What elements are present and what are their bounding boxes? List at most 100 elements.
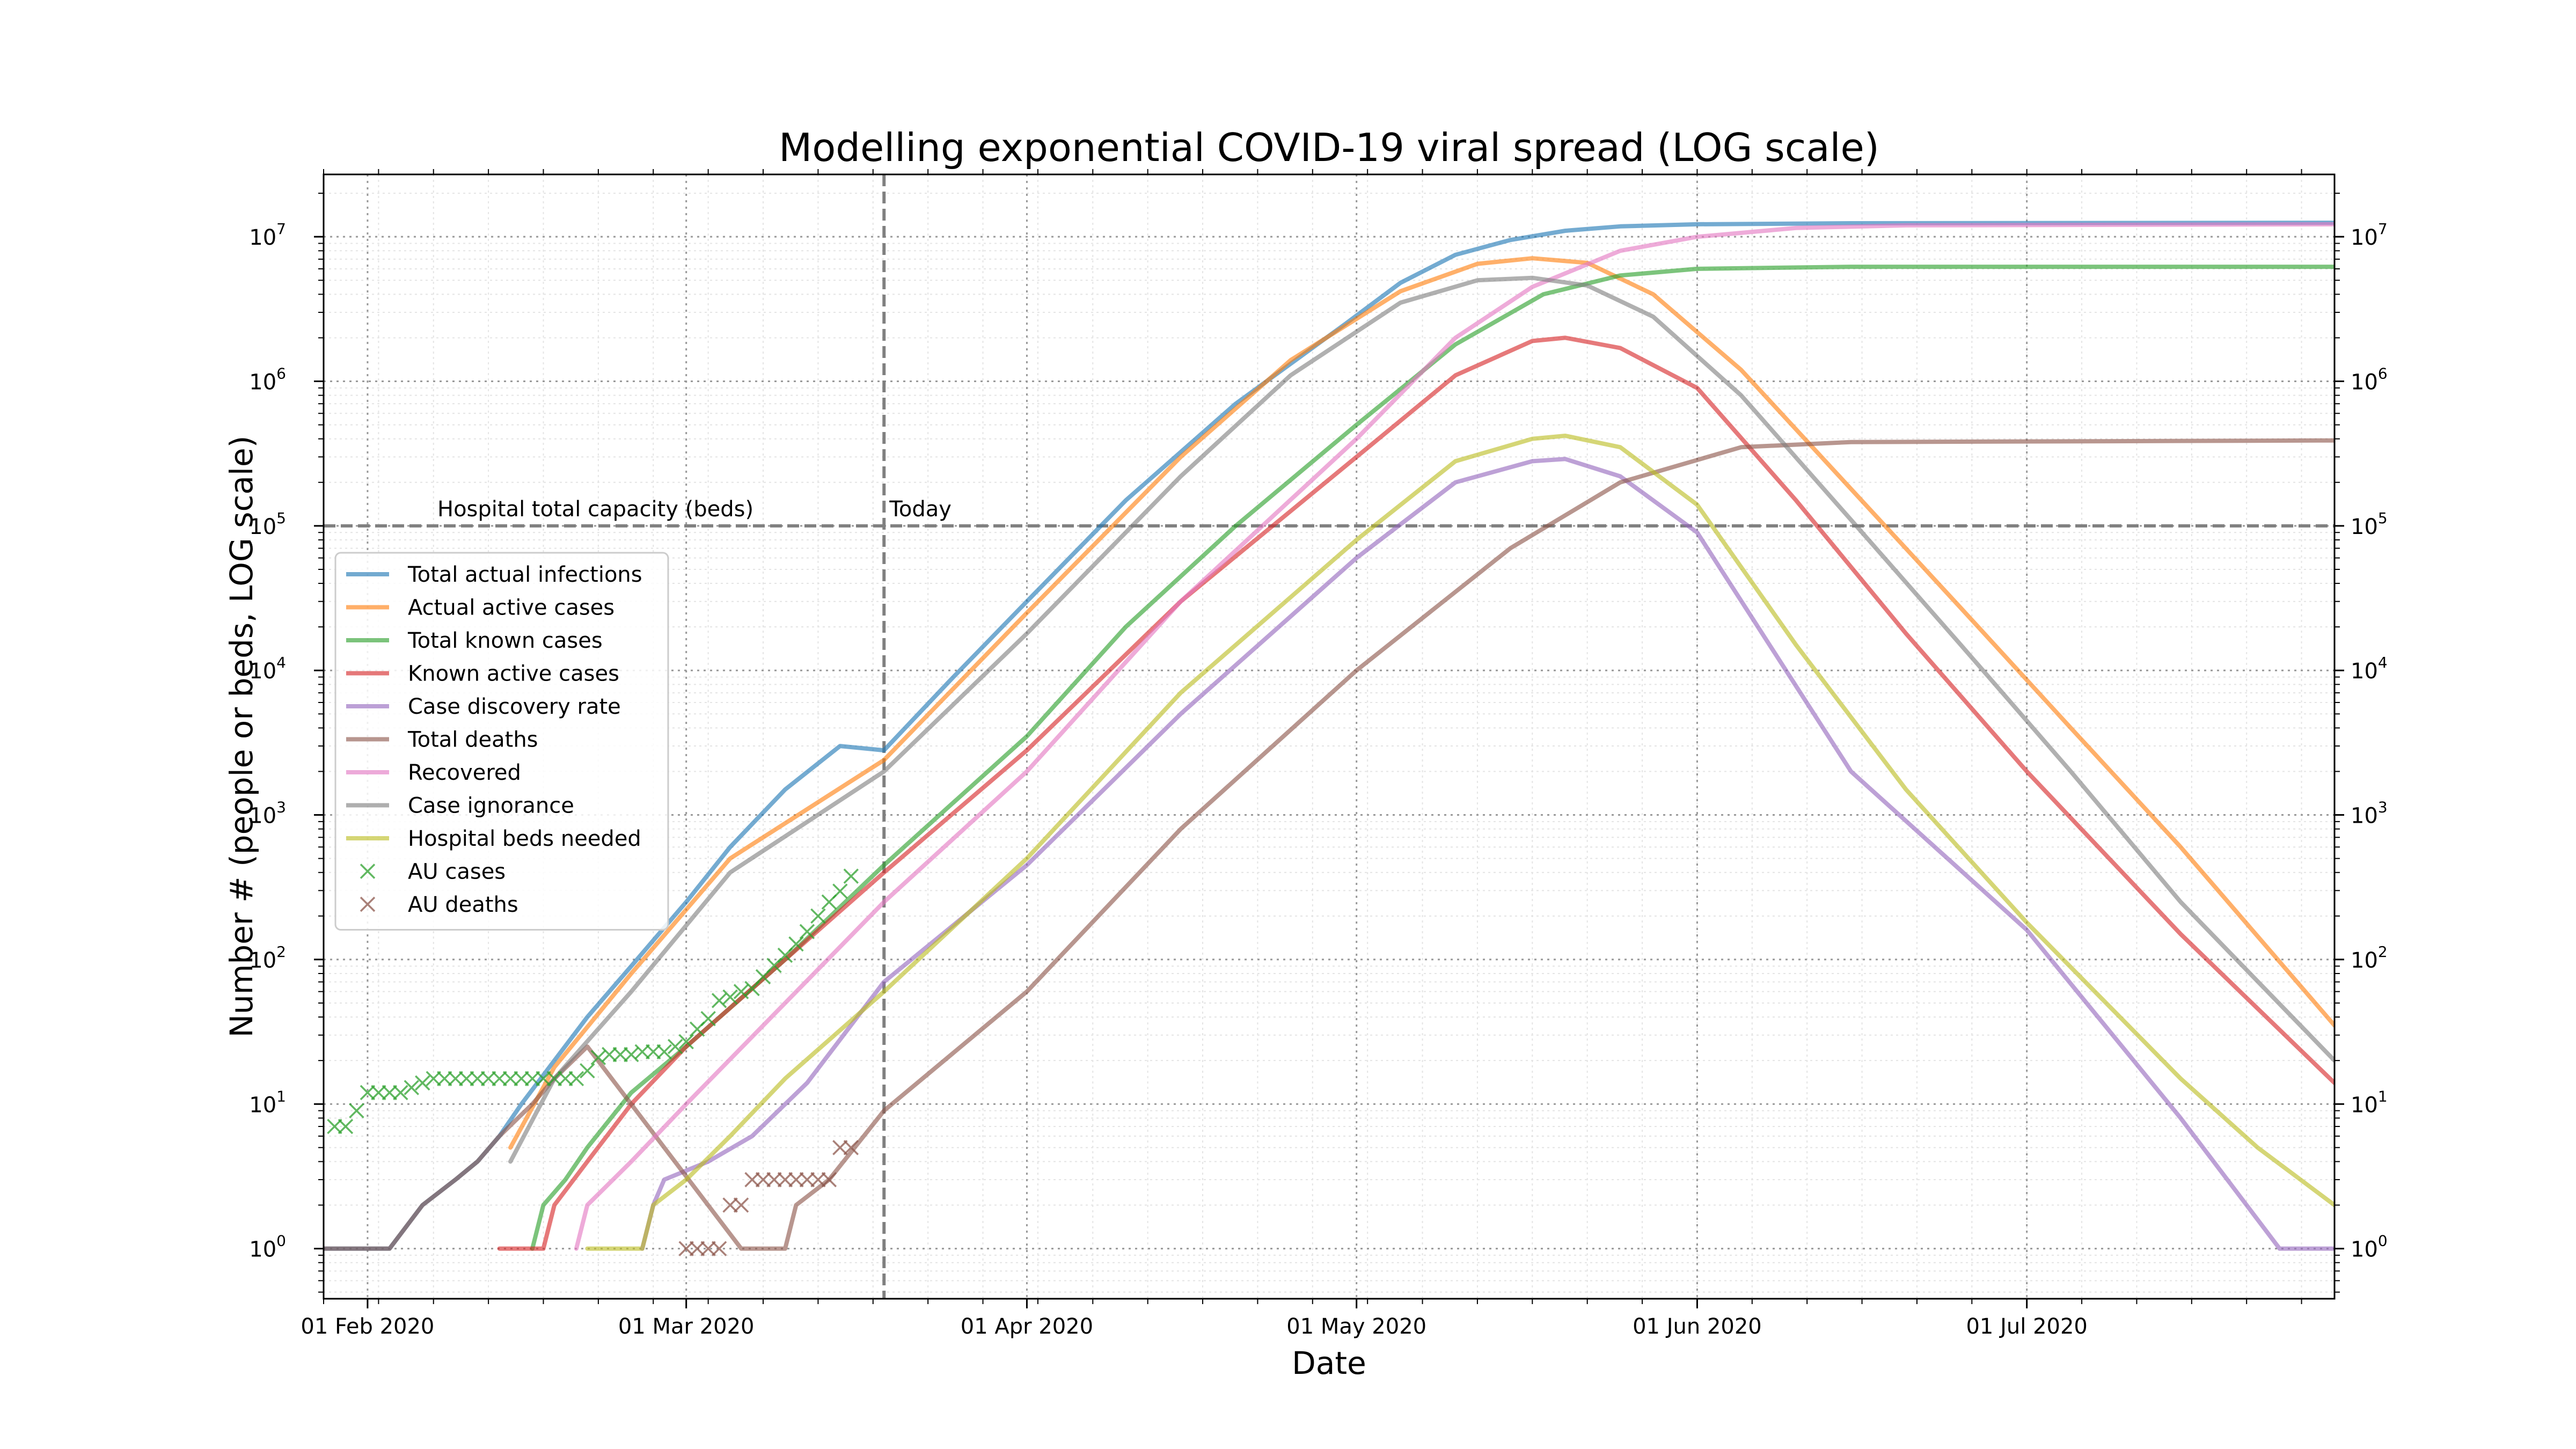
data-point-au-cases — [371, 1085, 386, 1101]
data-point-au-deaths — [832, 1140, 848, 1155]
data-point-au-deaths — [755, 1172, 771, 1188]
y-tick-label-right: 102 — [2351, 943, 2388, 973]
y-tick-label-right: 103 — [2351, 799, 2388, 829]
series-line-total-known-cases — [530, 265, 2334, 1251]
data-point-au-deaths — [678, 1241, 694, 1256]
legend-label-case-ignorance: Case ignorance — [408, 794, 574, 818]
legend-marker-au-cases — [360, 863, 376, 879]
plot-area: Hospital total capacity (beds) Today 01 F… — [249, 169, 2388, 1339]
minor-grid — [323, 174, 2334, 1299]
data-point-au-cases — [524, 1071, 540, 1087]
x-tick-label: 01 Jul 2020 — [1966, 1314, 2087, 1339]
data-point-au-cases — [733, 984, 749, 999]
data-point-au-cases — [327, 1118, 342, 1135]
series-line-total-deaths — [324, 438, 2334, 1251]
series-layer — [324, 221, 2334, 1256]
legend-marker-au-deaths — [360, 896, 376, 912]
data-point-au-cases — [404, 1080, 420, 1095]
series-line-case-ignorance — [508, 275, 2334, 1164]
data-point-au-cases — [536, 1071, 551, 1087]
data-point-au-cases — [810, 908, 826, 924]
y-tick-label-right: 107 — [2351, 220, 2388, 250]
data-point-au-cases — [843, 868, 859, 884]
data-point-au-cases — [360, 1085, 376, 1101]
legend-label-hospital-beds-needed: Hospital beds needed — [408, 826, 641, 851]
y-tick-label-left: 101 — [249, 1087, 286, 1117]
legend-label-total-actual-infections: Total actual infections — [407, 562, 642, 587]
data-point-au-deaths — [711, 1241, 727, 1256]
data-point-au-cases — [558, 1071, 573, 1087]
y-tick-label-left: 102 — [249, 943, 286, 973]
x-axis-label: Date — [1292, 1345, 1366, 1381]
data-point-au-cases — [799, 924, 815, 940]
legend-label-actual-active-cases: Actual active cases — [408, 596, 614, 620]
x-tick-label: 01 Mar 2020 — [618, 1314, 755, 1339]
series-au-cases — [327, 868, 859, 1135]
data-point-au-cases — [634, 1044, 650, 1060]
x-tick-label: 01 Jun 2020 — [1633, 1314, 1762, 1339]
x-tick-label: 01 Feb 2020 — [301, 1314, 434, 1339]
y-tick-label-right: 101 — [2351, 1087, 2388, 1117]
legend-label-au-cases: AU cases — [408, 860, 506, 884]
data-point-au-cases — [656, 1044, 672, 1060]
data-point-au-cases — [426, 1071, 441, 1087]
legend-label-total-deaths: Total deaths — [407, 728, 538, 752]
today-label: Today — [889, 497, 952, 522]
series-line-recovered — [574, 222, 2334, 1251]
axes-frame — [323, 173, 2336, 1300]
data-point-au-cases — [502, 1071, 518, 1087]
y-tick-label-left: 106 — [249, 365, 286, 395]
data-point-au-deaths — [777, 1172, 793, 1188]
series-au-deaths — [678, 1140, 859, 1256]
data-point-au-cases — [700, 1011, 716, 1027]
y-tick-label-left: 100 — [249, 1232, 286, 1262]
series-line-hospital-beds-needed — [585, 434, 2334, 1251]
data-point-au-cases — [382, 1085, 398, 1101]
data-point-au-deaths — [733, 1197, 749, 1213]
data-point-au-deaths — [843, 1140, 859, 1155]
data-point-au-deaths — [700, 1241, 716, 1256]
data-point-au-cases — [514, 1071, 529, 1087]
y-tick-label-right: 106 — [2351, 365, 2388, 395]
y-tick-label-right: 104 — [2351, 654, 2388, 684]
y-tick-label-right: 100 — [2351, 1232, 2388, 1262]
data-point-au-cases — [492, 1071, 507, 1087]
plot-border — [323, 173, 2336, 1300]
data-point-au-cases — [393, 1085, 408, 1101]
chart-title: Modelling exponential COVID-19 viral spr… — [779, 125, 1879, 170]
legend: Total actual infections Actual active cas… — [334, 552, 669, 931]
data-point-au-cases — [612, 1046, 628, 1063]
series-line-actual-active-cases — [508, 256, 2334, 1150]
data-point-au-cases — [646, 1044, 661, 1060]
data-point-au-deaths — [788, 1172, 804, 1188]
y-tick-label-left: 105 — [249, 509, 286, 539]
y-tick-label-left: 103 — [249, 799, 286, 829]
data-point-au-cases — [458, 1071, 474, 1087]
data-point-au-cases — [338, 1118, 354, 1135]
data-point-au-cases — [448, 1071, 463, 1087]
data-point-au-cases — [568, 1071, 584, 1087]
x-tick-label: 01 May 2020 — [1286, 1314, 1426, 1339]
data-point-au-cases — [667, 1038, 683, 1055]
data-point-au-deaths — [689, 1241, 705, 1256]
x-tick-label: 01 Apr 2020 — [961, 1314, 1093, 1339]
capacity-label: Hospital total capacity (beds) — [437, 497, 753, 522]
data-point-au-cases — [678, 1034, 694, 1050]
series-line-case-discovery-rate — [640, 457, 2334, 1251]
data-point-au-deaths — [744, 1172, 760, 1188]
legend-label-case-discovery-rate: Case discovery rate — [408, 694, 621, 719]
data-point-au-cases — [580, 1063, 595, 1079]
legend-label-known-active-cases: Known active cases — [408, 662, 619, 686]
legend-label-recovered: Recovered — [408, 760, 521, 785]
data-point-au-deaths — [722, 1197, 738, 1213]
legend-label-total-known-cases: Total known cases — [407, 628, 603, 653]
data-point-au-cases — [602, 1046, 617, 1063]
legend-label-au-deaths: AU deaths — [408, 892, 518, 917]
legend-box — [334, 552, 669, 931]
data-point-au-deaths — [766, 1172, 782, 1188]
data-point-au-cases — [546, 1071, 562, 1087]
data-point-au-cases — [711, 993, 727, 1008]
data-point-au-cases — [722, 989, 738, 1005]
data-point-au-cases — [788, 936, 804, 952]
